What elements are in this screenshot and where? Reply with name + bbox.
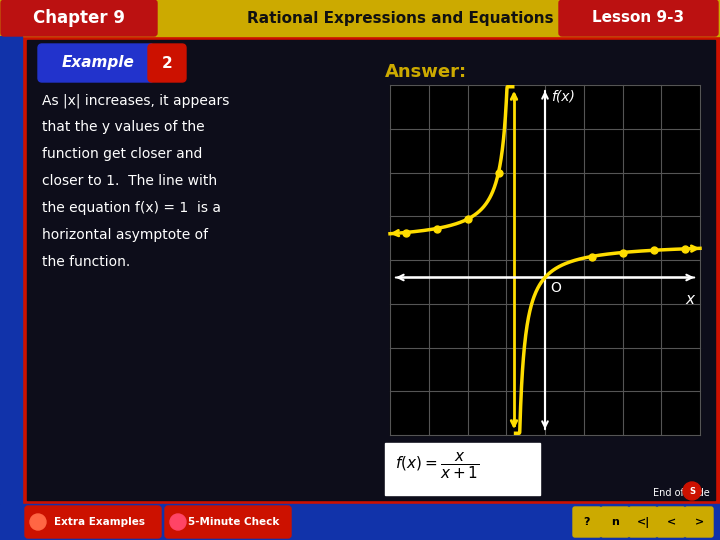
Text: ?: ? <box>584 517 590 527</box>
FancyBboxPatch shape <box>148 44 186 82</box>
FancyBboxPatch shape <box>25 506 161 538</box>
FancyBboxPatch shape <box>601 507 629 537</box>
Text: $f(x) = \dfrac{x}{x+1}$: $f(x) = \dfrac{x}{x+1}$ <box>395 451 480 481</box>
FancyBboxPatch shape <box>685 507 713 537</box>
Circle shape <box>170 514 186 530</box>
Text: function get closer and: function get closer and <box>42 147 202 161</box>
Text: 5-Minute Check: 5-Minute Check <box>189 517 279 527</box>
Bar <box>22 36 720 504</box>
FancyBboxPatch shape <box>559 0 718 36</box>
Text: Example: Example <box>62 56 135 71</box>
Text: O: O <box>550 280 561 294</box>
Text: >: > <box>694 517 703 527</box>
Circle shape <box>683 482 701 500</box>
Text: f(x): f(x) <box>551 89 575 103</box>
Bar <box>0 504 720 540</box>
FancyBboxPatch shape <box>165 506 291 538</box>
FancyBboxPatch shape <box>573 507 601 537</box>
FancyBboxPatch shape <box>629 507 657 537</box>
Text: <|: <| <box>636 516 649 528</box>
FancyBboxPatch shape <box>1 0 157 36</box>
Text: Lesson 9-3: Lesson 9-3 <box>592 10 684 25</box>
Text: S: S <box>689 487 695 496</box>
Text: n: n <box>611 517 619 527</box>
Bar <box>385 443 540 495</box>
Text: closer to 1.  The line with: closer to 1. The line with <box>42 174 217 188</box>
Text: End of slide: End of slide <box>653 488 710 498</box>
FancyBboxPatch shape <box>38 44 154 82</box>
Text: 2: 2 <box>161 56 172 71</box>
Text: Rational Expressions and Equations: Rational Expressions and Equations <box>247 10 553 25</box>
FancyBboxPatch shape <box>657 507 685 537</box>
Text: As |x| increases, it appears: As |x| increases, it appears <box>42 93 230 107</box>
Text: that the y values of the: that the y values of the <box>42 120 204 134</box>
Bar <box>0 0 720 36</box>
Text: horizontal asymptote of: horizontal asymptote of <box>42 228 208 242</box>
Bar <box>27 40 715 500</box>
Text: Answer:: Answer: <box>385 63 467 81</box>
Circle shape <box>30 514 46 530</box>
Text: x: x <box>685 292 694 307</box>
Text: Chapter 9: Chapter 9 <box>33 9 125 27</box>
Text: <: < <box>667 517 675 527</box>
Text: the equation f(x) = 1  is a: the equation f(x) = 1 is a <box>42 201 221 215</box>
Text: Extra Examples: Extra Examples <box>55 517 145 527</box>
Text: the function.: the function. <box>42 255 130 269</box>
Bar <box>390 85 700 435</box>
Bar <box>0 36 22 504</box>
